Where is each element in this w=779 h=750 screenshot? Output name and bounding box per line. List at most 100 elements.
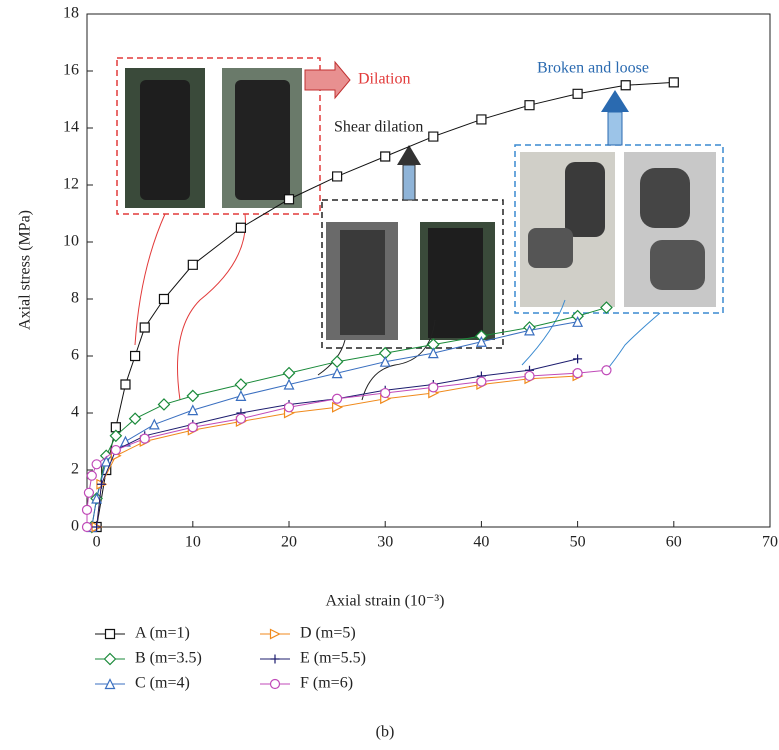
legend-marker [103,652,117,666]
caption: (b) [376,724,395,741]
data-point [157,398,171,411]
legend-label: A (m=1) [135,625,190,642]
data-point [332,401,343,413]
data-point [524,370,535,382]
data-point [428,131,439,142]
data-point [476,114,487,125]
legend-marker [104,628,116,640]
data-point [668,77,679,88]
data-point [601,365,612,376]
data-point [186,389,200,403]
data-point [129,350,141,362]
y-tick-label: 12 [63,176,79,193]
data-point [620,80,631,91]
x-tick-label: 60 [666,534,682,551]
data-point [187,422,198,433]
data-point [428,382,439,393]
y-tick-label: 4 [71,404,79,421]
legend-marker [269,628,281,640]
data-point [283,402,295,413]
x-tick-label: 10 [185,534,201,551]
y-tick-label: 8 [71,290,79,307]
legend-label: F (m=6) [300,675,353,692]
legend-label: C (m=4) [135,675,190,692]
data-point [282,366,296,380]
data-point [120,379,131,390]
data-point [572,315,584,327]
series-line [91,307,607,528]
data-point [235,390,247,401]
data-point [91,492,103,504]
data-point [96,479,106,489]
photo-insets [116,57,724,401]
legend-label: B (m=3.5) [135,650,202,667]
data-point [380,387,391,399]
y-tick-label: 16 [63,62,79,79]
data-point [235,413,247,424]
data-point [427,347,439,359]
annotation: Dilation [358,71,410,88]
y-axis-label: Axial stress (MPa) [17,210,34,330]
y-tick-label: 6 [71,347,79,364]
x-tick-label: 20 [281,534,297,551]
data-point [600,301,613,314]
series-line [96,81,674,528]
data-point [92,522,102,532]
x-tick-label: 30 [377,534,393,551]
x-tick-label: 0 [93,534,101,551]
series-line [91,321,578,528]
legend-label: D (m=5) [300,625,356,642]
data-point [475,335,487,347]
y-tick-label: 14 [63,119,79,136]
series-line [96,358,578,528]
x-axis-label: Axial strain (10⁻³) [326,593,445,610]
legend-label: E (m=5.5) [300,650,366,667]
data-point [81,521,93,533]
data-point [187,259,198,270]
data-point [573,354,583,364]
data-point [83,487,95,498]
data-point [524,100,535,111]
data-point [524,324,535,336]
y-tick-label: 2 [71,461,79,478]
data-point [187,404,199,416]
x-tick-label: 50 [570,534,586,551]
plot-frame [86,13,771,528]
y-tick-label: 0 [71,518,79,535]
x-tick-label: 40 [473,534,489,551]
data-point [81,504,93,515]
y-tick-label: 18 [63,5,79,22]
data-point [158,293,170,305]
data-point [234,378,248,391]
data-point [331,367,343,379]
data-point [572,368,583,379]
legend-marker [269,678,281,690]
data-point [139,322,150,333]
data-point [572,88,583,99]
legend-marker [104,678,116,690]
data-point [110,444,121,456]
data-point [332,393,343,404]
data-point [476,376,487,387]
annotation: Broken and loose [537,60,649,77]
data-point [283,194,295,205]
data-point [128,412,142,426]
data-point [86,470,97,481]
data-point [379,355,391,367]
data-point [100,455,112,467]
annotation: Shear dilation [334,119,423,136]
data-point [235,222,247,233]
data-point [109,429,123,443]
data-point [139,433,150,444]
data-point [330,355,344,369]
data-point [148,418,160,430]
data-point [380,151,391,162]
data-point [91,459,102,470]
data-point [283,378,295,390]
data-point [332,171,343,182]
y-tick-label: 10 [63,233,79,250]
series-line [86,369,607,527]
x-tick-label: 70 [762,534,778,551]
legend-marker [270,654,280,664]
